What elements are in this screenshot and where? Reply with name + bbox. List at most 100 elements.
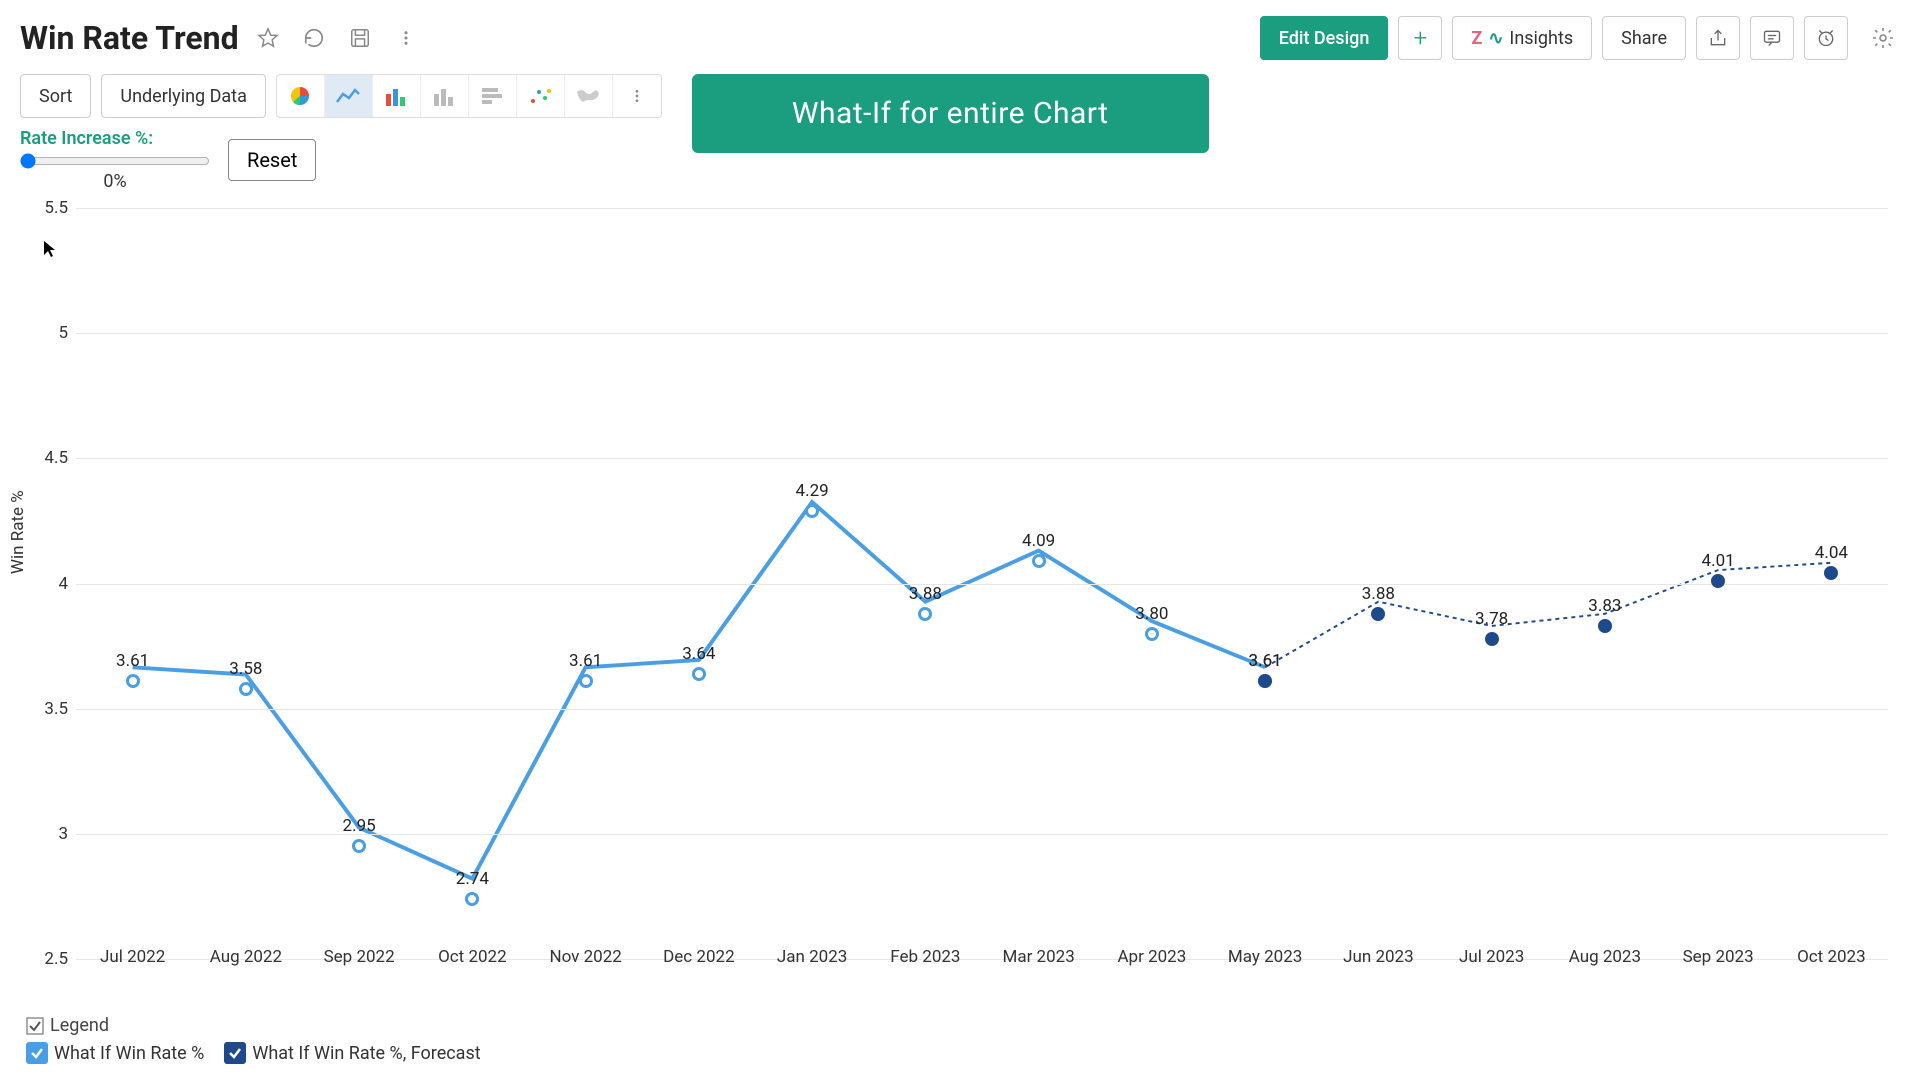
more-vertical-icon[interactable]	[389, 21, 423, 55]
x-tick: May 2023	[1228, 947, 1302, 967]
chart-area: Win Rate % 2.533.544.555.5Jul 2022Aug 20…	[20, 204, 1900, 1007]
data-label: 3.78	[1475, 609, 1508, 629]
add-button[interactable]: +	[1398, 16, 1442, 60]
legend-item[interactable]: What If Win Rate %, Forecast	[224, 1042, 480, 1064]
data-marker[interactable]	[465, 892, 479, 906]
gridline	[76, 208, 1888, 209]
gridline	[76, 709, 1888, 710]
data-label: 3.61	[569, 651, 602, 671]
data-marker[interactable]	[692, 667, 706, 681]
header-left: Win Rate Trend	[20, 19, 423, 57]
settings-icon[interactable]	[1866, 21, 1900, 55]
legend-swatch-icon	[224, 1042, 246, 1064]
legend-label: What If Win Rate %, Forecast	[252, 1043, 480, 1064]
chart-type-hbar-icon[interactable]	[469, 75, 517, 117]
export-icon[interactable]	[1696, 16, 1740, 60]
y-tick: 5	[58, 323, 68, 343]
data-marker[interactable]	[1145, 627, 1159, 641]
data-marker[interactable]	[1598, 619, 1612, 633]
gridline	[76, 584, 1888, 585]
x-tick: Aug 2022	[210, 947, 282, 967]
y-tick: 4	[58, 574, 68, 594]
x-tick: Aug 2023	[1569, 947, 1641, 967]
chart-type-pie-icon[interactable]	[277, 75, 325, 117]
chart-plot: 2.533.544.555.5Jul 2022Aug 2022Sep 2022O…	[76, 208, 1888, 937]
y-tick: 4.5	[44, 448, 68, 468]
x-tick: Jan 2023	[777, 947, 847, 967]
series-line	[1265, 563, 1831, 667]
data-label: 3.64	[682, 644, 715, 664]
legend-toggle[interactable]: Legend	[26, 1015, 1894, 1036]
insights-icon: Z	[1471, 28, 1482, 49]
chart-type-bar-icon[interactable]	[373, 75, 421, 117]
share-button[interactable]: Share	[1602, 16, 1686, 60]
x-tick: Mar 2023	[1002, 947, 1074, 967]
alarm-icon[interactable]	[1804, 16, 1848, 60]
x-tick: Apr 2023	[1117, 947, 1186, 967]
comment-icon[interactable]	[1750, 16, 1794, 60]
data-label: 3.88	[909, 584, 942, 604]
whatif-banner: What-If for entire Chart	[692, 74, 1209, 153]
data-marker[interactable]	[805, 504, 819, 518]
y-tick: 5.5	[44, 198, 68, 218]
star-icon[interactable]	[251, 21, 285, 55]
data-label: 4.09	[1022, 531, 1055, 551]
save-icon[interactable]	[343, 21, 377, 55]
underlying-data-button[interactable]: Underlying Data	[101, 74, 265, 118]
chart-type-scatter-icon[interactable]	[517, 75, 565, 117]
page-title: Win Rate Trend	[20, 19, 239, 57]
x-tick: Nov 2022	[549, 947, 621, 967]
data-marker[interactable]	[1258, 674, 1272, 688]
chart-type-stacked-icon[interactable]	[421, 75, 469, 117]
toolbar-left: Sort Underlying Data	[20, 74, 662, 192]
x-tick: Dec 2022	[663, 947, 735, 967]
data-label: 4.01	[1702, 551, 1735, 571]
data-label: 2.74	[456, 869, 489, 889]
data-marker[interactable]	[579, 674, 593, 688]
slider-row: Rate Increase %: 0% Reset	[20, 128, 662, 192]
data-marker[interactable]	[1032, 554, 1046, 568]
data-marker[interactable]	[1711, 574, 1725, 588]
cursor-arrow-icon	[43, 240, 59, 260]
series-line	[133, 502, 1266, 879]
x-tick: Jun 2023	[1343, 947, 1414, 967]
x-tick: Feb 2023	[890, 947, 960, 967]
data-marker[interactable]	[126, 674, 140, 688]
y-axis-label: Win Rate %	[8, 490, 28, 574]
legend-item[interactable]: What If Win Rate %	[26, 1042, 204, 1064]
insights-label: Insights	[1509, 28, 1573, 49]
data-marker[interactable]	[918, 607, 932, 621]
data-label: 4.04	[1815, 543, 1848, 563]
header-right: Edit Design + Z∿ Insights Share	[1260, 16, 1900, 60]
reset-button[interactable]: Reset	[228, 139, 316, 181]
x-tick: Sep 2023	[1683, 947, 1754, 967]
data-label: 3.61	[1249, 651, 1282, 671]
legend-title: Legend	[50, 1015, 109, 1036]
chart-type-line-icon[interactable]	[325, 75, 373, 117]
insights-button[interactable]: Z∿ Insights	[1452, 16, 1592, 60]
data-marker[interactable]	[352, 839, 366, 853]
data-marker[interactable]	[239, 682, 253, 696]
rate-increase-slider[interactable]	[20, 153, 210, 169]
y-tick: 3.5	[44, 699, 68, 719]
slider-value: 0%	[103, 171, 126, 192]
edit-design-button[interactable]: Edit Design	[1260, 16, 1389, 60]
chart-type-more-icon[interactable]	[613, 75, 661, 117]
chart-type-group	[276, 74, 662, 118]
sort-button[interactable]: Sort	[20, 74, 91, 118]
refresh-icon[interactable]	[297, 21, 331, 55]
data-label: 3.61	[116, 651, 149, 671]
data-label: 3.88	[1362, 584, 1395, 604]
chart-type-map-icon[interactable]	[565, 75, 613, 117]
y-tick: 3	[58, 824, 68, 844]
data-label: 3.80	[1135, 604, 1168, 624]
data-marker[interactable]	[1371, 607, 1385, 621]
legend-swatch-icon	[26, 1042, 48, 1064]
data-marker[interactable]	[1824, 566, 1838, 580]
slider-label: Rate Increase %:	[20, 128, 210, 149]
x-tick: Jul 2022	[100, 947, 165, 967]
toolbar-row: Sort Underlying Data	[20, 74, 1900, 192]
x-tick: Oct 2023	[1797, 947, 1866, 967]
gridline	[76, 333, 1888, 334]
data-marker[interactable]	[1485, 632, 1499, 646]
